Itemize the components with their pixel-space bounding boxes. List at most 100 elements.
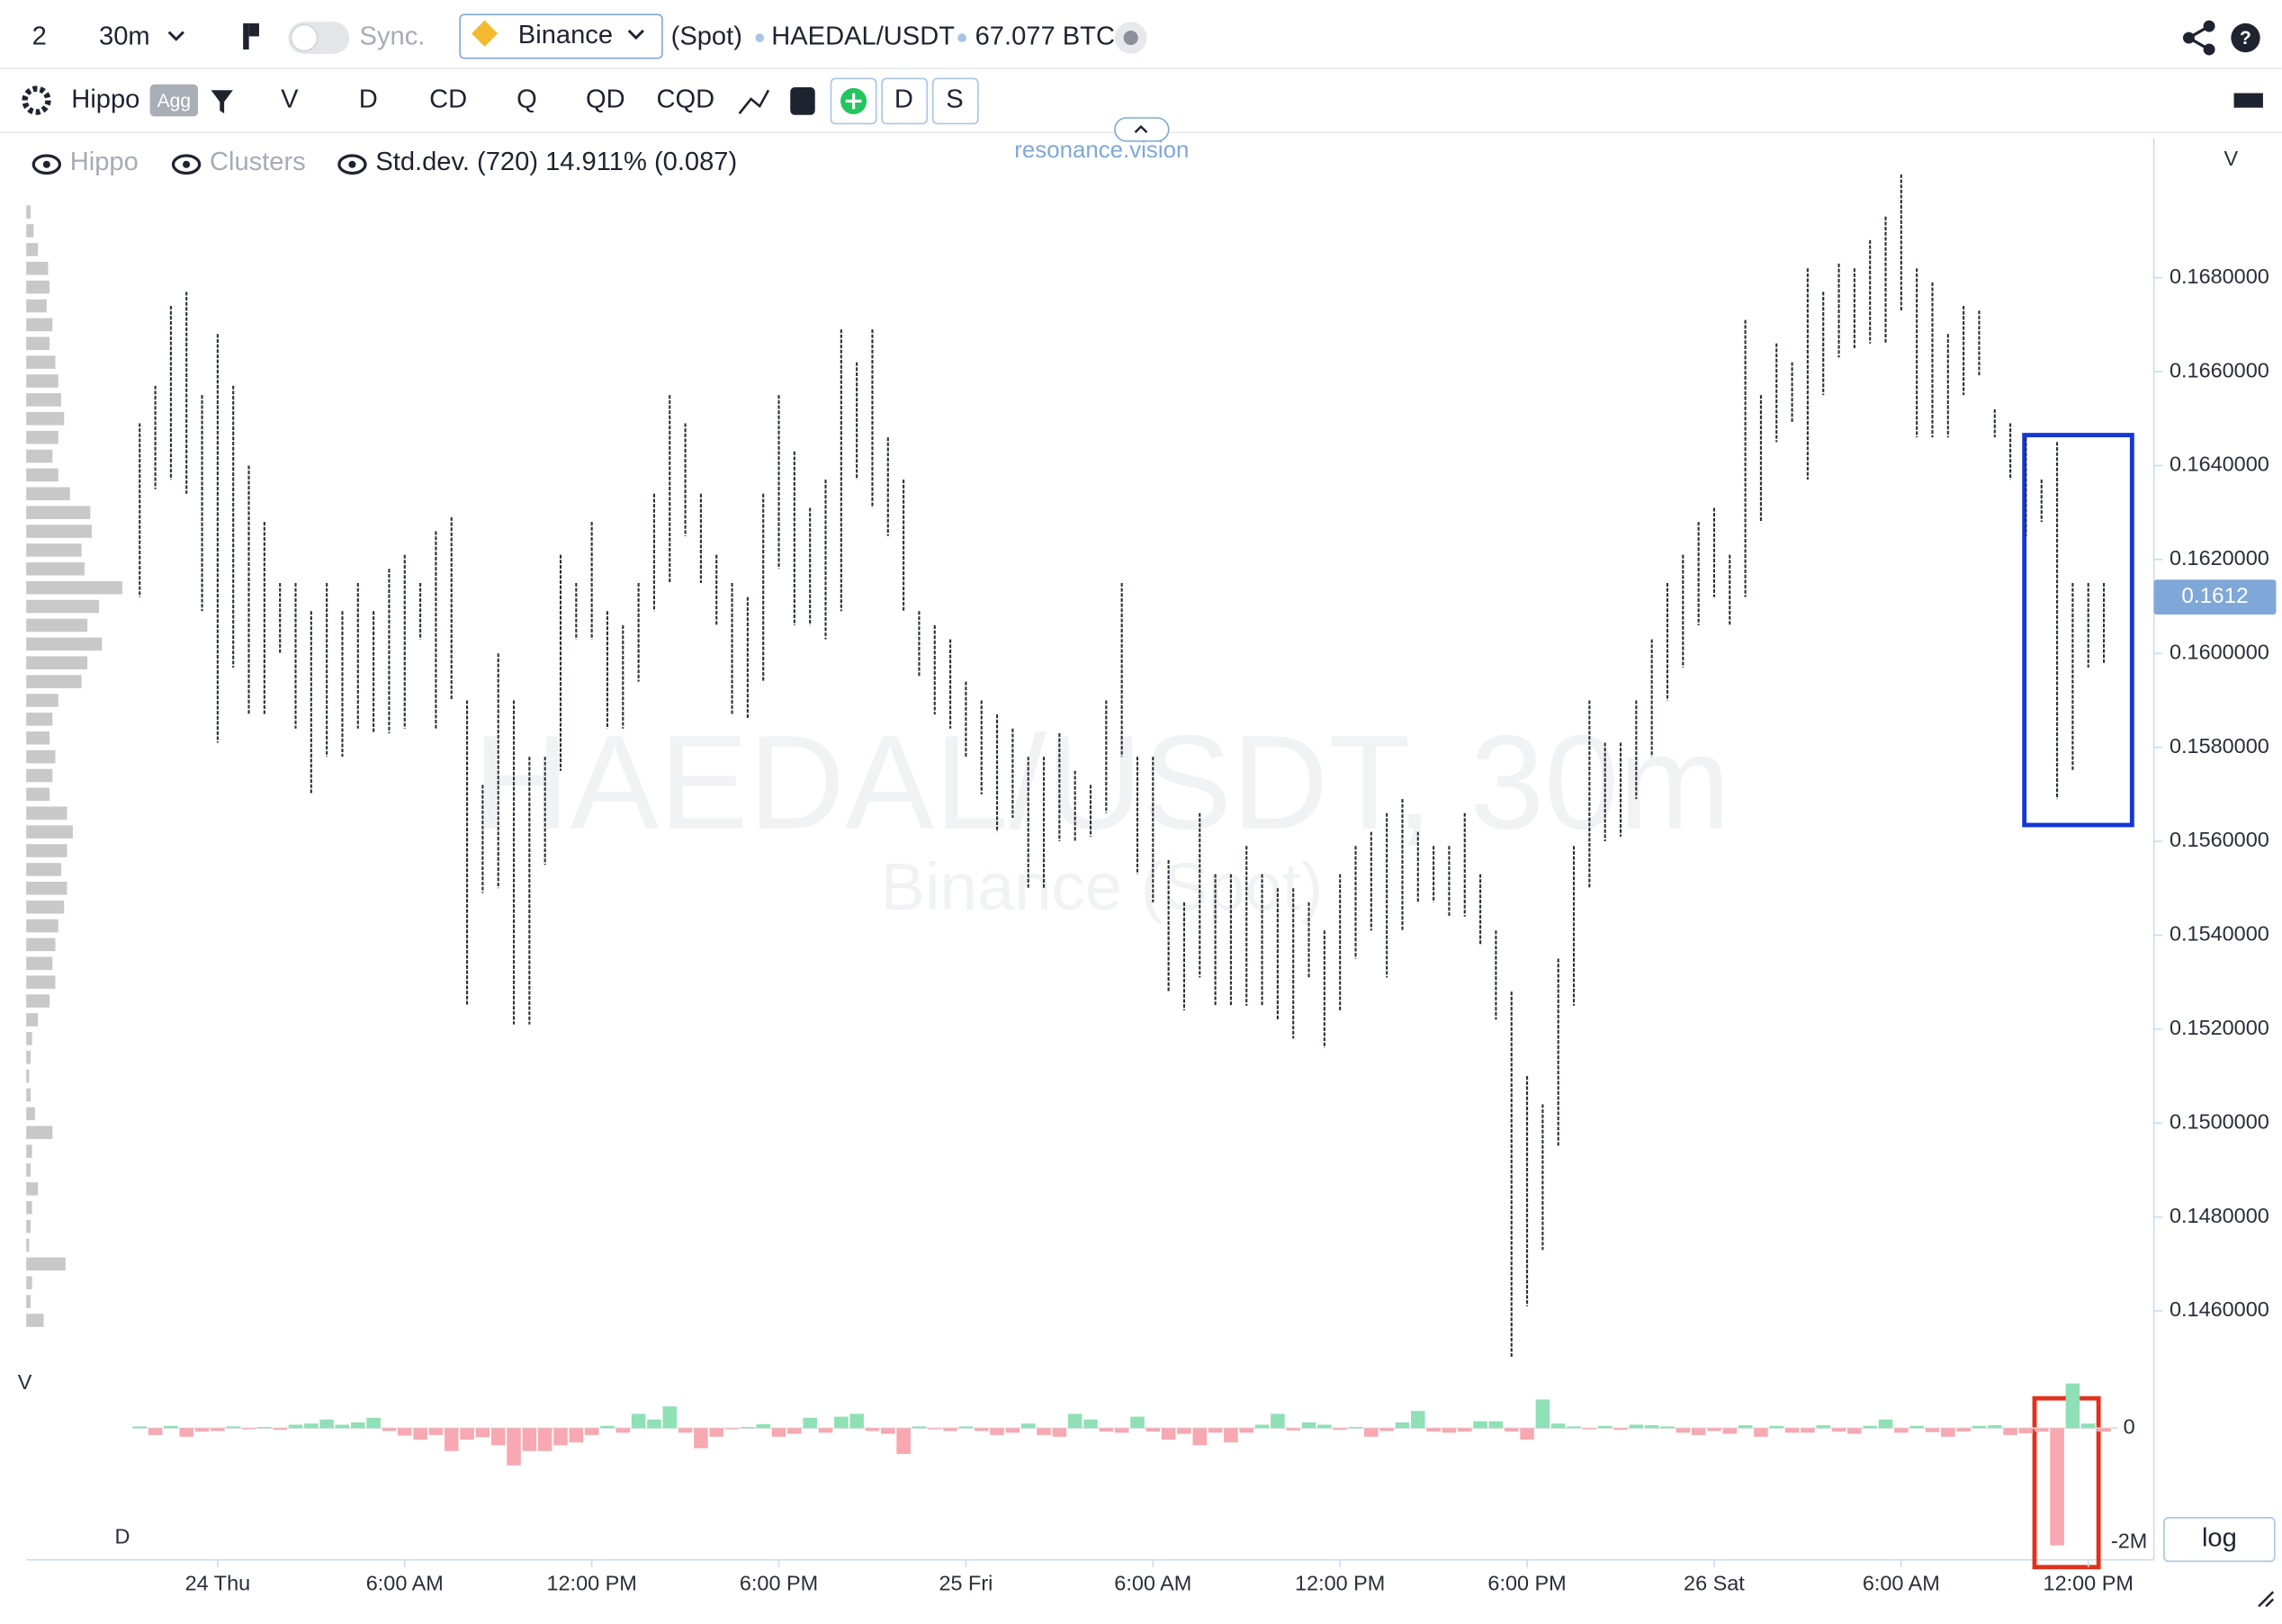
profile-bar bbox=[26, 994, 50, 1008]
share-icon[interactable] bbox=[2182, 20, 2215, 56]
badge[interactable] bbox=[149, 84, 199, 117]
profile-bar bbox=[26, 1182, 39, 1196]
delta-bar bbox=[865, 1428, 880, 1431]
delta-bar bbox=[709, 1428, 723, 1437]
indicator-button[interactable]: D bbox=[359, 85, 378, 113]
exchange: Binance bbox=[518, 21, 613, 49]
delta-bar bbox=[741, 1427, 755, 1429]
delta-bar bbox=[1988, 1425, 2002, 1429]
eye-pupil bbox=[348, 160, 356, 168]
indicator-button[interactable]: V bbox=[281, 85, 299, 113]
help-icon[interactable] bbox=[2231, 22, 2260, 53]
x-tick-label: 6:00 PM bbox=[740, 1571, 818, 1594]
profile-bar bbox=[26, 637, 103, 651]
delta-bar bbox=[1442, 1428, 1457, 1433]
delta-bar bbox=[1301, 1422, 1316, 1429]
profile-bar bbox=[26, 1050, 31, 1064]
delta-bar bbox=[1550, 1423, 1566, 1429]
indicator-button[interactable]: Q bbox=[517, 85, 537, 113]
badge-label: Agg bbox=[157, 91, 191, 112]
eye-pupil bbox=[42, 160, 50, 168]
indicator-button[interactable]: D bbox=[894, 85, 913, 113]
eye-icon[interactable] bbox=[171, 154, 202, 175]
y-tick-label: 0.1600000 bbox=[2170, 640, 2269, 663]
indicator-name[interactable]: Hippo bbox=[71, 85, 139, 113]
profile-bar bbox=[26, 956, 53, 971]
log-button[interactable] bbox=[2163, 1516, 2276, 1563]
delta-bar bbox=[335, 1424, 350, 1429]
eye-icon[interactable] bbox=[337, 154, 367, 175]
chevron bbox=[627, 29, 644, 40]
delta-bar bbox=[1333, 1428, 1347, 1431]
filter-icon[interactable] bbox=[211, 90, 233, 114]
legend: Hippo Clusters Std.dev. (720) 14.911% (0… bbox=[31, 148, 737, 176]
profile-bar bbox=[26, 411, 65, 426]
delta-bar bbox=[1613, 1428, 1628, 1431]
profile-bar bbox=[26, 318, 53, 332]
watermark-title: HAEDAL/USDT, 30m bbox=[473, 707, 1730, 857]
button-frame bbox=[931, 77, 979, 125]
delta-bar bbox=[257, 1427, 272, 1429]
delta-bar bbox=[928, 1428, 942, 1430]
settings-icon[interactable] bbox=[22, 85, 51, 115]
delta-bar bbox=[881, 1428, 895, 1434]
profile-bar bbox=[26, 844, 67, 857]
log-label: log bbox=[2202, 1524, 2237, 1553]
delta-bar bbox=[1504, 1428, 1519, 1432]
delta-bar bbox=[1754, 1428, 1768, 1437]
indicator-button[interactable]: CQD bbox=[656, 85, 714, 113]
delta-bar bbox=[179, 1428, 193, 1437]
delta-bar bbox=[1597, 1425, 1613, 1429]
indicator-button[interactable]: S bbox=[946, 85, 963, 113]
delta-bar bbox=[553, 1428, 568, 1446]
delta-bar bbox=[1660, 1426, 1675, 1429]
legend-item[interactable]: Clusters bbox=[210, 148, 306, 176]
indicator-button[interactable]: CD bbox=[429, 85, 467, 113]
delta-bar bbox=[1005, 1428, 1020, 1433]
delta-bar bbox=[678, 1428, 693, 1433]
delta-bar bbox=[444, 1428, 459, 1451]
profile-bar bbox=[26, 1107, 35, 1121]
layout-count[interactable]: 2 bbox=[32, 22, 47, 51]
delta-bar bbox=[1037, 1428, 1051, 1435]
delta-bar bbox=[2003, 1428, 2017, 1435]
market: (Spot) bbox=[671, 22, 742, 51]
collapse-button[interactable] bbox=[1114, 117, 1170, 142]
exchange-select[interactable] bbox=[459, 13, 663, 59]
legend-item[interactable]: Hippo bbox=[70, 148, 139, 176]
delta-bar bbox=[662, 1406, 678, 1429]
profile-label: V bbox=[18, 1370, 32, 1394]
interval[interactable]: 30m bbox=[99, 22, 150, 51]
delta-bar bbox=[771, 1428, 786, 1437]
profile-bar bbox=[26, 1069, 30, 1083]
x-tick-label: 12:00 PM bbox=[2044, 1571, 2134, 1594]
profile-bar bbox=[26, 393, 62, 407]
delta-bar bbox=[273, 1428, 287, 1431]
delta-bar bbox=[1535, 1399, 1550, 1429]
icon[interactable] bbox=[243, 22, 249, 49]
delta-bar bbox=[382, 1428, 397, 1431]
ruler-icon[interactable] bbox=[2233, 93, 2263, 108]
delta-bar bbox=[366, 1417, 381, 1429]
delta-bar bbox=[958, 1426, 974, 1429]
delta-bar bbox=[490, 1428, 506, 1446]
y-tick-label: 0.1520000 bbox=[2170, 1016, 2269, 1039]
profile-bar bbox=[26, 618, 88, 633]
delta-bar bbox=[1629, 1424, 1644, 1429]
notes-icon[interactable] bbox=[790, 87, 815, 115]
delta-bar bbox=[1878, 1419, 1893, 1429]
legend-item[interactable]: Std.dev. (720) 14.911% (0.087) bbox=[375, 148, 737, 176]
brand[interactable]: resonance.vision bbox=[1014, 138, 1189, 163]
chart-icon[interactable] bbox=[738, 89, 770, 114]
profile-bar bbox=[26, 768, 53, 783]
profile-bar bbox=[26, 938, 56, 952]
eye-icon[interactable] bbox=[31, 154, 61, 175]
delta-bar bbox=[1722, 1428, 1738, 1434]
delta-bar bbox=[1831, 1428, 1846, 1432]
profile-bar bbox=[26, 430, 58, 444]
indicator-button[interactable]: QD bbox=[586, 85, 625, 113]
delta-bar bbox=[1348, 1427, 1363, 1429]
delta-bar bbox=[1738, 1425, 1753, 1429]
profile-bar bbox=[26, 243, 39, 256]
symbol: HAEDAL/USDT bbox=[771, 22, 955, 51]
